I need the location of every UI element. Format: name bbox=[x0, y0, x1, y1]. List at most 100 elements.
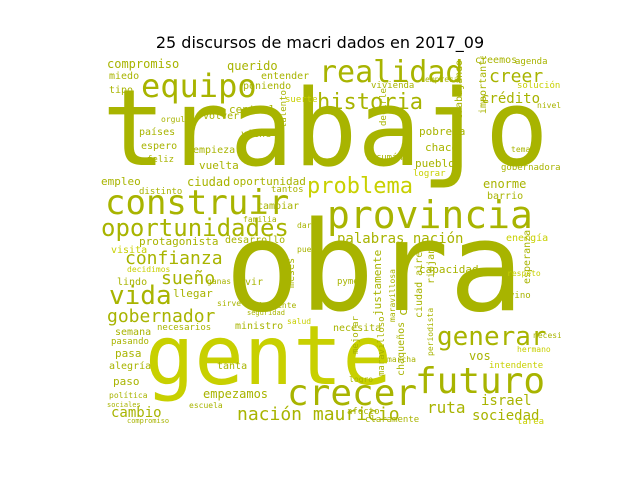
word: cambiar bbox=[257, 201, 300, 212]
word: importantes bbox=[478, 56, 489, 114]
word: familia bbox=[243, 215, 277, 224]
word: oportunidad bbox=[233, 175, 306, 188]
word: logro bbox=[349, 375, 374, 384]
word: mejorar bbox=[351, 316, 361, 354]
word: pueblo bbox=[415, 157, 455, 170]
word: tanta bbox=[217, 361, 248, 372]
word: necesita bbox=[333, 323, 382, 334]
word: llegar bbox=[173, 287, 213, 300]
word: creemos bbox=[475, 56, 518, 66]
word: realidad bbox=[319, 56, 464, 90]
word: israel bbox=[481, 393, 532, 409]
word: palabras nación bbox=[337, 231, 464, 247]
word: distinto bbox=[139, 187, 183, 197]
word-cloud: trabajo obra gente provincia construir c… bbox=[97, 56, 561, 429]
word: cambio bbox=[111, 405, 162, 421]
word: obra bbox=[225, 196, 524, 340]
word: vivir bbox=[233, 277, 264, 288]
word: crecer bbox=[287, 373, 418, 414]
word: espero bbox=[141, 141, 178, 152]
word: ciudad aires bbox=[414, 245, 425, 318]
word: oportunidades bbox=[101, 214, 289, 242]
word: gobernador bbox=[107, 306, 216, 327]
word: pueda bbox=[297, 245, 322, 254]
word: afecto bbox=[347, 407, 380, 417]
word: dirigente bbox=[253, 301, 297, 310]
word: generar bbox=[437, 322, 547, 352]
word: vuelta bbox=[199, 159, 239, 172]
word: vos bbox=[469, 349, 491, 363]
word: pasa bbox=[115, 347, 142, 360]
word: sirve bbox=[217, 299, 242, 308]
word: necesitamos bbox=[533, 331, 561, 340]
word: problema bbox=[307, 174, 413, 199]
word: sueño bbox=[161, 268, 216, 289]
word: semana bbox=[115, 327, 152, 338]
word: solución bbox=[517, 81, 561, 91]
word: chaqueños bbox=[396, 321, 407, 376]
word: miedo bbox=[109, 71, 140, 82]
word: gente bbox=[145, 309, 392, 404]
word: marcha bbox=[387, 355, 416, 364]
word: tipo bbox=[109, 85, 134, 96]
word: lucumán bbox=[365, 153, 403, 163]
word: chaco bbox=[425, 141, 459, 154]
word: chico bbox=[396, 279, 410, 316]
word: vino bbox=[509, 291, 531, 301]
word: meses bbox=[286, 257, 297, 288]
word: compromiso bbox=[127, 417, 170, 425]
word: compromiso bbox=[107, 57, 180, 71]
word: decidimos bbox=[127, 265, 171, 274]
word: vida bbox=[109, 281, 172, 311]
word: sociales bbox=[107, 401, 141, 409]
word: tarea bbox=[517, 417, 545, 427]
word: seguridad bbox=[247, 309, 285, 317]
word: querido bbox=[227, 59, 278, 73]
word: intendente bbox=[489, 361, 544, 371]
word: lograr bbox=[413, 169, 446, 179]
word: capacidad bbox=[419, 263, 479, 276]
word: empezamos bbox=[203, 387, 269, 401]
word: trabajo bbox=[102, 67, 549, 190]
word: justamente bbox=[371, 249, 384, 316]
word: trabajando bbox=[454, 59, 465, 120]
word: escuela bbox=[189, 401, 223, 410]
word: crédito bbox=[481, 91, 541, 107]
word: ciudad bbox=[187, 175, 231, 189]
word: poniendo bbox=[243, 81, 292, 92]
word: central bbox=[229, 103, 276, 116]
word: salud bbox=[287, 317, 312, 326]
word: decirle bbox=[379, 88, 389, 126]
word: volver bbox=[203, 111, 240, 122]
word: ruta bbox=[427, 398, 466, 417]
word: equipo bbox=[141, 67, 257, 105]
word: vivienda bbox=[371, 81, 415, 91]
word: países bbox=[139, 127, 176, 138]
word: hermano bbox=[517, 345, 551, 354]
word: enorme bbox=[483, 177, 527, 191]
word: política bbox=[109, 391, 148, 400]
word: feliz bbox=[147, 155, 175, 165]
word: claramente bbox=[365, 415, 420, 425]
word: ministro bbox=[235, 321, 284, 332]
word: construir bbox=[105, 183, 290, 223]
word: viene bbox=[241, 129, 272, 140]
word: maravillosa bbox=[388, 269, 397, 322]
word: respeto bbox=[507, 269, 541, 278]
word: nación mauricio bbox=[237, 404, 400, 425]
word: visita bbox=[111, 245, 148, 256]
word: pyme bbox=[337, 277, 359, 287]
word: pobreza bbox=[419, 125, 466, 138]
word: orgullo bbox=[161, 115, 195, 124]
word: necesarios bbox=[157, 323, 212, 333]
word: periodista bbox=[426, 307, 435, 356]
word: maravilloso bbox=[377, 316, 387, 376]
word: riojano bbox=[426, 241, 437, 284]
word: provincia bbox=[327, 193, 533, 237]
word: protagonista bbox=[139, 235, 219, 248]
word: paso bbox=[113, 375, 140, 388]
word: historia bbox=[317, 90, 423, 115]
word: tema bbox=[511, 145, 531, 154]
word: empieza bbox=[193, 145, 236, 156]
word: ganas bbox=[207, 277, 232, 286]
